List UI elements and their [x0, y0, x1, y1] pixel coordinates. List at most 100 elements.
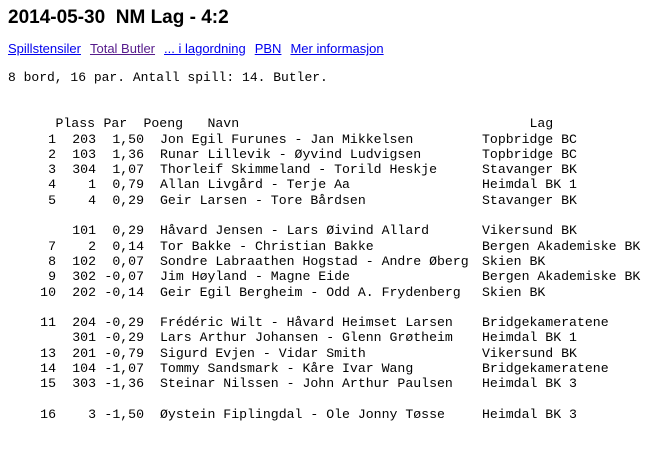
- table-row-spacer: [0, 392, 664, 407]
- cell-lag: Heimdal BK 1: [482, 330, 577, 346]
- cell-poeng: 1,50: [112, 131, 144, 147]
- cell-lag: Skien BK: [482, 253, 546, 269]
- cell-navn: Geir Larsen - Tore Bårdsen: [160, 192, 366, 208]
- cell-poeng: -0,07: [104, 269, 144, 285]
- cell-plass: 13: [40, 345, 56, 361]
- cell-lag: Bergen Akademiske BK: [482, 238, 641, 254]
- table-row: 15 303 -1,36 Steinar Nilssen - John Arthur …: [0, 376, 664, 391]
- cell-plass: 10: [40, 284, 56, 300]
- table-row: 101 0,29 Håvard Jensen - Lars Øivind Allar…: [0, 223, 664, 238]
- cell-par: 201: [72, 345, 96, 361]
- column-header-plass: Plass: [55, 116, 96, 132]
- nav-link-pbn[interactable]: PBN: [254, 41, 282, 56]
- column-header-poeng: Poeng: [143, 116, 184, 132]
- cell-poeng: -1,50: [104, 406, 144, 422]
- cell-poeng: 0,29: [112, 192, 144, 208]
- table-row: 7 2 0,14 Tor Bakke - Christian Bakke Bergen …: [0, 239, 664, 254]
- cell-navn: Runar Lillevik - Øyvind Ludvigsen: [160, 146, 422, 162]
- cell-navn: Øystein Fiplingdal - Ole Jonny Tøsse: [160, 406, 445, 422]
- column-header-lag: Lag: [529, 116, 554, 132]
- cell-poeng: 1,36: [112, 146, 144, 162]
- cell-par: 304: [72, 162, 96, 178]
- cell-navn: Tommy Sandsmark - Kåre Ivar Wang: [160, 361, 414, 377]
- cell-navn: Tor Bakke - Christian Bakke: [160, 238, 374, 254]
- table-row: 11 204 -0,29 Frédéric Wilt - Håvard Heimset…: [0, 315, 664, 330]
- results-table: Plass Par Poeng Navn Lag 1 203 1,50 Jon Egil Fu…: [0, 85, 664, 422]
- cell-par: 202: [72, 284, 96, 300]
- table-row: 2 103 1,36 Runar Lillevik - Øyvind Ludvigse…: [0, 147, 664, 162]
- cell-lag: Stavanger BK: [482, 192, 577, 208]
- table-header-row: Plass Par Poeng Navn Lag: [0, 101, 664, 131]
- cell-par: 204: [72, 315, 96, 331]
- table-row: 4 1 0,79 Allan Livgård - Terje Aa Heimdal BK…: [0, 177, 664, 192]
- nav-link-spillstensiler[interactable]: Spillstensiler: [8, 41, 81, 56]
- page-title: 2014-05-30 NM Lag - 4:2: [8, 7, 229, 28]
- cell-navn: Allan Livgård - Terje Aa: [160, 177, 350, 193]
- cell-par: 102: [72, 253, 96, 269]
- nav-links: Spillstensiler Total Butler ... i lagordni…: [0, 29, 664, 57]
- table-row: 9 302 -0,07 Jim Høyland - Magne Eide Bergen …: [0, 269, 664, 284]
- cell-navn: Steinar Nilssen - John Arthur Paulsen: [160, 376, 453, 392]
- cell-poeng: 0,07: [112, 253, 144, 269]
- cell-lag: Topbridge BC: [482, 146, 577, 162]
- cell-lag: Vikersund BK: [482, 223, 577, 239]
- table-row-spacer: [0, 208, 664, 223]
- cell-lag: Vikersund BK: [482, 345, 577, 361]
- cell-poeng: -1,36: [104, 376, 144, 392]
- cell-par: 1: [88, 177, 96, 193]
- table-row: 1 203 1,50 Jon Egil Furunes - Jan Mikkelsen…: [0, 132, 664, 147]
- cell-plass: 15: [40, 376, 56, 392]
- cell-par: 301: [72, 330, 96, 346]
- cell-navn: Jon Egil Furunes - Jan Mikkelsen: [160, 131, 414, 147]
- cell-par: 203: [72, 131, 96, 147]
- cell-plass: 9: [48, 269, 56, 285]
- cell-poeng: -0,29: [104, 330, 144, 346]
- cell-lag: Bridgekameratene: [482, 361, 609, 377]
- table-row: 14 104 -1,07 Tommy Sandsmark - Kåre Ivar Wa…: [0, 361, 664, 376]
- cell-plass: 8: [48, 253, 56, 269]
- cell-par: 103: [72, 146, 96, 162]
- cell-navn: Thorleif Skimmeland - Torild Heskje: [160, 162, 437, 178]
- cell-navn: Lars Arthur Johansen - Glenn Grøtheim: [160, 330, 453, 346]
- nav-link-mer-informasjon[interactable]: Mer informasjon: [290, 41, 384, 56]
- cell-navn: Jim Høyland - Magne Eide: [160, 269, 350, 285]
- cell-poeng: -0,14: [104, 284, 144, 300]
- cell-par: 303: [72, 376, 96, 392]
- cell-poeng: 1,07: [112, 162, 144, 178]
- cell-plass: 16: [40, 406, 56, 422]
- cell-navn: Håvard Jensen - Lars Øivind Allard: [160, 223, 430, 239]
- cell-lag: Heimdal BK 3: [482, 406, 577, 422]
- cell-navn: Sondre Labraathen Hogstad - Andre Øberg: [160, 253, 469, 269]
- cell-lag: Topbridge BC: [482, 131, 577, 147]
- cell-par: 101: [72, 223, 96, 239]
- cell-lag: Bridgekameratene: [482, 315, 609, 331]
- column-header-navn: Navn: [207, 116, 240, 132]
- nav-link-total-butler[interactable]: Total Butler: [89, 41, 156, 56]
- table-row: 8 102 0,07 Sondre Labraathen Hogstad - Andr…: [0, 254, 664, 269]
- cell-plass: 3: [48, 162, 56, 178]
- cell-par: 3: [88, 406, 96, 422]
- cell-lag: Heimdal BK 3: [482, 376, 577, 392]
- cell-poeng: 0,79: [112, 177, 144, 193]
- table-body: 1 203 1,50 Jon Egil Furunes - Jan Mikkelsen…: [0, 116, 664, 422]
- cell-par: 4: [88, 192, 96, 208]
- tournament-summary: 8 bord, 16 par. Antall spill: 14. Butler…: [8, 70, 328, 85]
- cell-poeng: 0,29: [112, 223, 144, 239]
- cell-lag: Skien BK: [482, 284, 546, 300]
- cell-par: 104: [72, 361, 96, 377]
- cell-navn: Sigurd Evjen - Vidar Smith: [160, 345, 366, 361]
- table-row-spacer: [0, 300, 664, 315]
- cell-plass: 1: [48, 131, 56, 147]
- cell-plass: 4: [48, 177, 56, 193]
- column-header-par: Par: [103, 116, 128, 132]
- cell-lag: Bergen Akademiske BK: [482, 269, 641, 285]
- table-row: 13 201 -0,79 Sigurd Evjen - Vidar Smith Vike…: [0, 346, 664, 361]
- cell-poeng: -1,07: [104, 361, 144, 377]
- table-row: 5 4 0,29 Geir Larsen - Tore Bårdsen Stavange…: [0, 193, 664, 208]
- cell-plass: 11: [40, 315, 56, 331]
- table-row: 16 3 -1,50 Øystein Fiplingdal - Ole Jonny T…: [0, 407, 664, 422]
- cell-plass: 14: [40, 361, 56, 377]
- cell-navn: Geir Egil Bergheim - Odd A. Frydenberg: [160, 284, 461, 300]
- nav-link-i-lagordning[interactable]: ... i lagordning: [164, 41, 246, 56]
